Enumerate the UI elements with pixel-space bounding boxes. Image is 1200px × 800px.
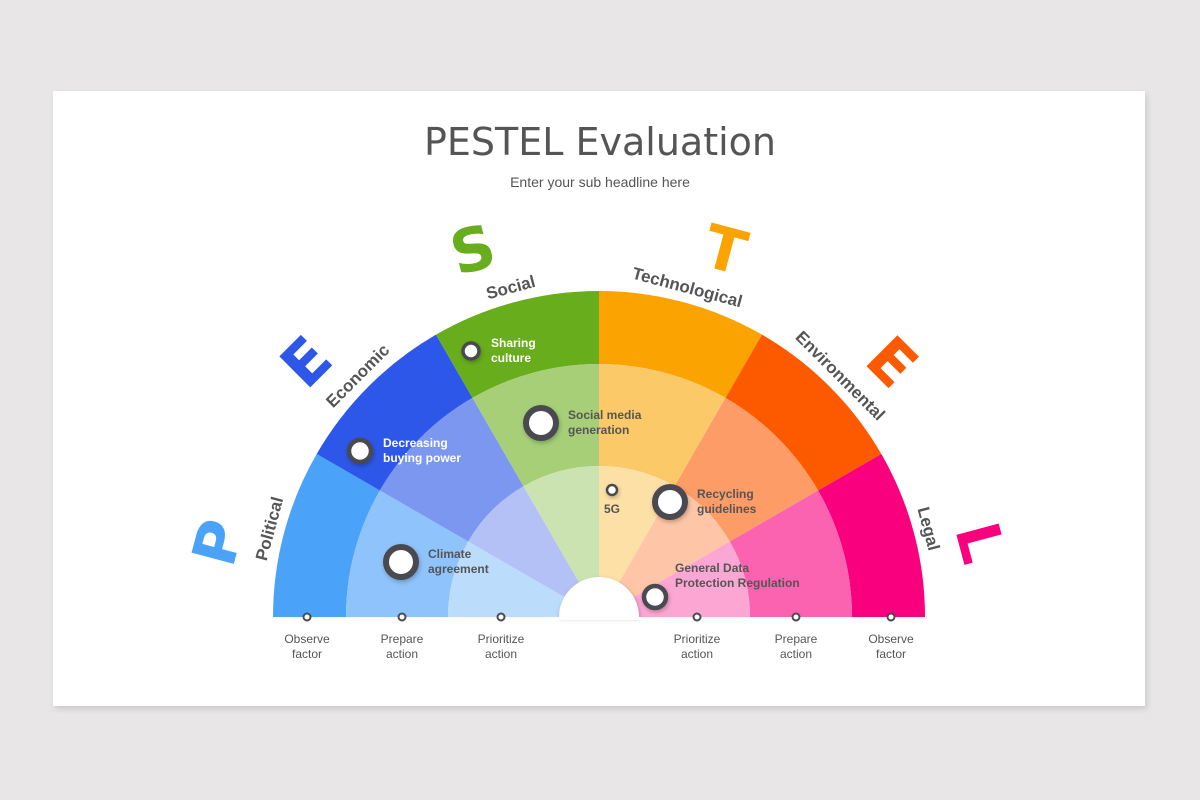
sector-environmental: [599, 334, 882, 617]
sector-band-1: [725, 334, 882, 491]
center-hub: [271, 577, 927, 620]
data-point[interactable]: Sharing culture: [461, 336, 536, 365]
scale-label: Prioritize action: [478, 632, 525, 661]
point-marker-icon[interactable]: [605, 483, 619, 497]
point-label: Recycling guidelines: [697, 487, 757, 516]
sector-band-3: [599, 541, 750, 617]
point-label: Climate agreement: [428, 547, 489, 576]
scale-dot-icon: [791, 612, 801, 622]
scale-marker: Observe factor: [284, 612, 330, 661]
scale-dot-icon: [886, 612, 896, 622]
sector-band-1: [436, 291, 599, 398]
scale-label: Prepare action: [775, 632, 818, 661]
page-subtitle: Enter your sub headline here: [510, 174, 690, 190]
scale-marker: Prioritize action: [478, 612, 525, 661]
letter-p-political: P: [179, 513, 258, 574]
scale-dot-icon: [302, 612, 312, 622]
scale-label: Observe factor: [284, 632, 330, 661]
letter-s-social: S: [443, 211, 503, 290]
scale-dot-icon: [496, 612, 506, 622]
point-label: General Data Protection Regulation: [675, 561, 800, 590]
point-marker-icon[interactable]: [523, 405, 559, 441]
sector-band-2: [674, 397, 819, 542]
sector-band-3: [468, 486, 599, 617]
sector-technological: [599, 291, 762, 617]
data-point[interactable]: Social media generation: [523, 405, 642, 441]
letter-l-legal: L: [940, 515, 1018, 570]
scale-label: Prioritize action: [674, 632, 721, 661]
sector-band-1: [818, 454, 925, 617]
data-point[interactable]: Recycling guidelines: [652, 484, 757, 520]
point-label: Sharing culture: [491, 336, 536, 365]
sector-band-2: [599, 364, 726, 487]
sector-band-1: [599, 291, 762, 398]
scale-dot-icon: [692, 612, 702, 622]
point-label: 5G: [604, 502, 620, 516]
point-marker-icon[interactable]: [346, 437, 374, 465]
sector-band-3: [599, 486, 730, 617]
data-point[interactable]: Decreasing buying power: [346, 436, 461, 465]
point-label: Decreasing buying power: [383, 436, 461, 465]
data-point[interactable]: 5G: [604, 483, 620, 516]
data-point[interactable]: General Data Protection Regulation: [641, 561, 800, 611]
scale-marker: Observe factor: [868, 612, 914, 661]
sector-band-3: [448, 541, 599, 617]
point-marker-icon[interactable]: [652, 484, 688, 520]
scale-label: Prepare action: [381, 632, 424, 661]
point-label: Social media generation: [568, 408, 642, 437]
sector-band-3: [523, 466, 599, 617]
point-marker-icon[interactable]: [641, 583, 669, 611]
sector-legal: [599, 454, 925, 617]
sector-band-2: [729, 490, 852, 617]
bottom-scale-layer: Observe factor Prepare action Prioritize acti…: [284, 612, 914, 661]
scale-label: Observe factor: [868, 632, 914, 661]
sector-band-1: [273, 454, 380, 617]
point-marker-icon[interactable]: [383, 544, 419, 580]
sector-band-2: [379, 397, 524, 542]
category-label-legal: Legal: [913, 505, 943, 553]
data-points-layer: Sharing culture Decreasing buying power Soci…: [346, 336, 800, 611]
page-title: PESTEL Evaluation: [423, 120, 777, 164]
data-point[interactable]: Climate agreement: [383, 544, 489, 580]
scale-marker: Prepare action: [775, 612, 818, 661]
letter-t-technological: T: [696, 212, 754, 290]
scale-marker: Prioritize action: [674, 612, 721, 661]
scale-marker: Prepare action: [381, 612, 424, 661]
point-marker-icon[interactable]: [461, 341, 481, 361]
scale-dot-icon: [397, 612, 407, 622]
hub-semicircle: [559, 577, 639, 617]
